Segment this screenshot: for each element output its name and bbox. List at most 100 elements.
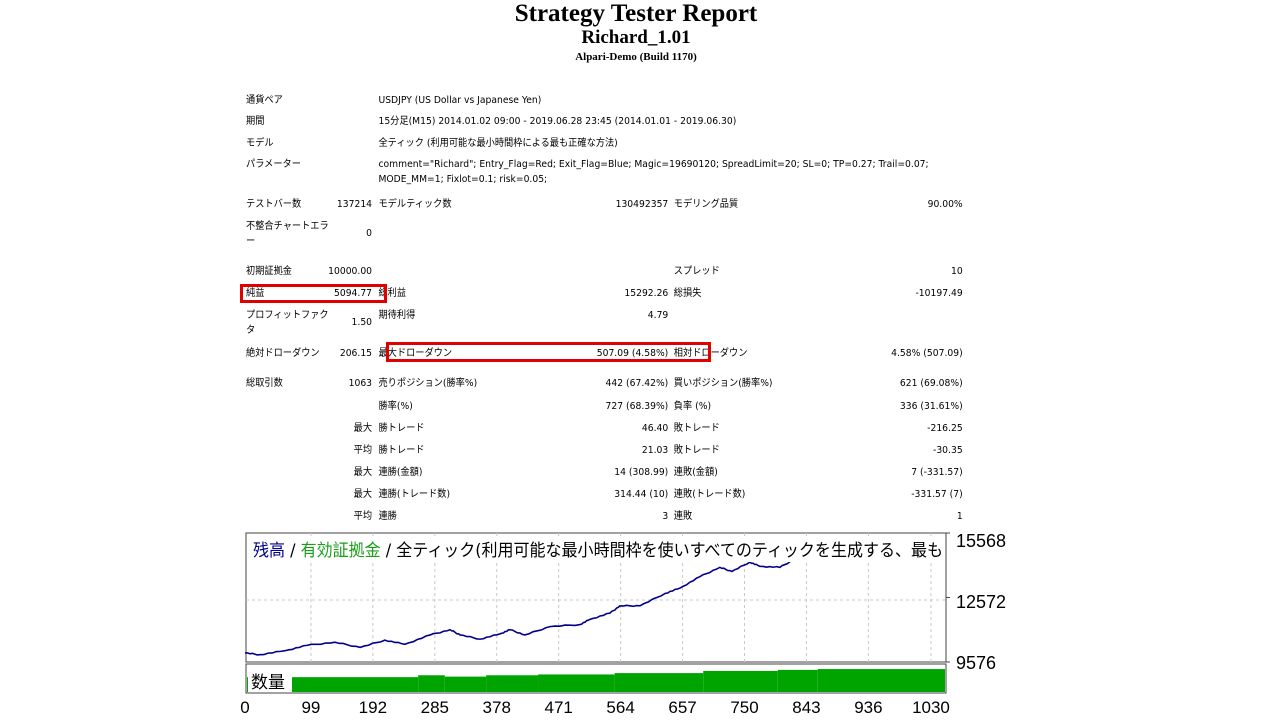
stat-label: 買いポジション(勝率%) (673, 378, 773, 389)
stat-value: -10197.49 (915, 288, 963, 299)
info-label: 通貨ペア (246, 95, 283, 106)
stat-label: 勝率(%) (378, 401, 413, 412)
stat-value: -331.57 (7) (911, 489, 963, 500)
stat-value: 最大 (353, 489, 373, 500)
stat-value: 727 (68.39%) (605, 401, 669, 412)
x-tick-label: 843 (792, 698, 820, 717)
info-label: 期間 (246, 116, 265, 127)
stat-value: 15292.26 (624, 288, 669, 299)
x-tick-label: 657 (668, 698, 696, 717)
stat-label: 総損失 (673, 288, 702, 299)
stat-value: 1 (956, 511, 963, 522)
stat-value: 46.40 (641, 423, 669, 434)
stat-value: 最大 (353, 423, 373, 434)
stat-value: -30.35 (933, 445, 963, 456)
server-build: Alpari-Demo (Build 1170) (575, 51, 697, 63)
legend-separator: / (285, 541, 301, 561)
x-tick-label: 0 (240, 698, 249, 717)
volume-bar (418, 675, 445, 692)
x-tick-label: 1030 (912, 698, 950, 717)
stat-label: 連勝(金額) (378, 467, 423, 478)
stat-value: 507.09 (4.58%) (596, 348, 669, 359)
volume-label: 数量 (251, 673, 285, 693)
stat-label: 不整合チャートエラー (246, 221, 329, 247)
highlight-net-profit (240, 284, 387, 303)
stat-value: 1063 (348, 378, 373, 389)
info-value: 15分足(M15) 2014.01.02 09:00 - 2019.06.28 … (378, 116, 737, 127)
stat-value: 314.44 (10) (614, 489, 669, 500)
x-tick-label: 564 (606, 698, 634, 717)
stat-label: 絶対ドローダウン (246, 348, 320, 359)
volume-bar (444, 676, 487, 692)
stat-value: 0 (366, 228, 373, 239)
stat-label: 連敗(金額) (673, 467, 718, 478)
stat-value: 10000.00 (328, 266, 373, 277)
volume-label-bg (248, 670, 292, 692)
stat-value: -216.25 (927, 423, 963, 434)
legend-equity: 有効証拠金 (301, 541, 381, 561)
x-tick-label: 285 (421, 698, 449, 717)
stat-label: 勝トレード (378, 445, 425, 456)
stat-value: 21.03 (641, 445, 669, 456)
stat-label: 売りポジション(勝率%) (378, 378, 478, 389)
volume-bar (486, 675, 539, 692)
info-value: 全ティック (利用可能な最小時間枠による最も正確な方法) (378, 138, 618, 149)
stat-label: 総取引数 (246, 378, 283, 389)
balance-line (244, 555, 822, 656)
stat-value: 平均 (353, 511, 373, 522)
stat-value: 137214 (336, 199, 373, 210)
x-tick-label: 936 (854, 698, 882, 717)
stat-value: 442 (67.42%) (605, 378, 669, 389)
stat-label: モデリング品質 (673, 199, 739, 210)
stat-value: 平均 (353, 445, 373, 456)
stat-value: 最大 (353, 467, 373, 478)
stat-label: 連勝 (378, 511, 397, 522)
stat-label: 連敗 (673, 511, 693, 522)
info-label: モデル (246, 138, 274, 149)
volume-bar (538, 674, 615, 692)
stat-label: 負率 (%) (673, 401, 712, 412)
stat-label: 勝トレード (378, 423, 425, 434)
x-tick-label: 99 (301, 698, 320, 717)
y-tick-label: 15568 (956, 531, 1006, 551)
stat-label: 総利益 (378, 288, 407, 299)
legend-balance: 残高 (253, 541, 285, 561)
volume-bar (614, 673, 704, 692)
y-tick-label: 9576 (956, 653, 996, 673)
x-tick-label: 378 (483, 698, 511, 717)
ea-name: Richard_1.01 (581, 27, 691, 48)
stat-label: 敗トレード (673, 423, 720, 434)
stat-value: 621 (69.08%) (899, 378, 963, 389)
report-title: Strategy Tester Report (514, 0, 758, 27)
stat-value: 14 (308.99) (614, 467, 669, 478)
stat-label: 初期証拠金 (246, 266, 292, 277)
x-tick-label: 471 (544, 698, 572, 717)
legend-bg (250, 538, 944, 562)
legend-model: 全ティック(利用可能な最小時間枠を使いすべてのティックを生成する、最も (396, 540, 943, 561)
info-value: comment="Richard"; Entry_Flag=Red; Exit_… (378, 159, 929, 185)
stat-label: 敗トレード (673, 445, 720, 456)
x-tick-label: 750 (730, 698, 758, 717)
volume-bar (777, 669, 818, 692)
stat-value: 5094.77 (333, 288, 373, 299)
legend-separator: / (381, 541, 397, 561)
stat-value: 7 (-331.57) (911, 467, 963, 478)
stat-value: 3 (662, 511, 669, 522)
stat-label: 純益 (246, 288, 265, 299)
stat-value: 10 (950, 266, 963, 277)
stat-label: 連敗(トレード数) (673, 489, 746, 500)
info-label: パラメーター (246, 159, 301, 170)
y-tick-label: 12572 (956, 592, 1006, 612)
stat-label: スプレッド (673, 266, 720, 277)
x-tick-label: 192 (359, 698, 387, 717)
highlight-max-drawdown (386, 342, 711, 362)
stat-value: 1.50 (351, 317, 373, 328)
stat-label: 連勝(トレード数) (378, 489, 451, 500)
stat-value: 90.00% (927, 199, 963, 210)
volume-bar (817, 669, 945, 692)
stat-label: テストバー数 (246, 199, 302, 210)
stat-label: 最大ドローダウン (378, 348, 453, 359)
stat-label: 期待利得 (378, 310, 416, 321)
stat-label: プロフィットファクタ (246, 310, 329, 336)
